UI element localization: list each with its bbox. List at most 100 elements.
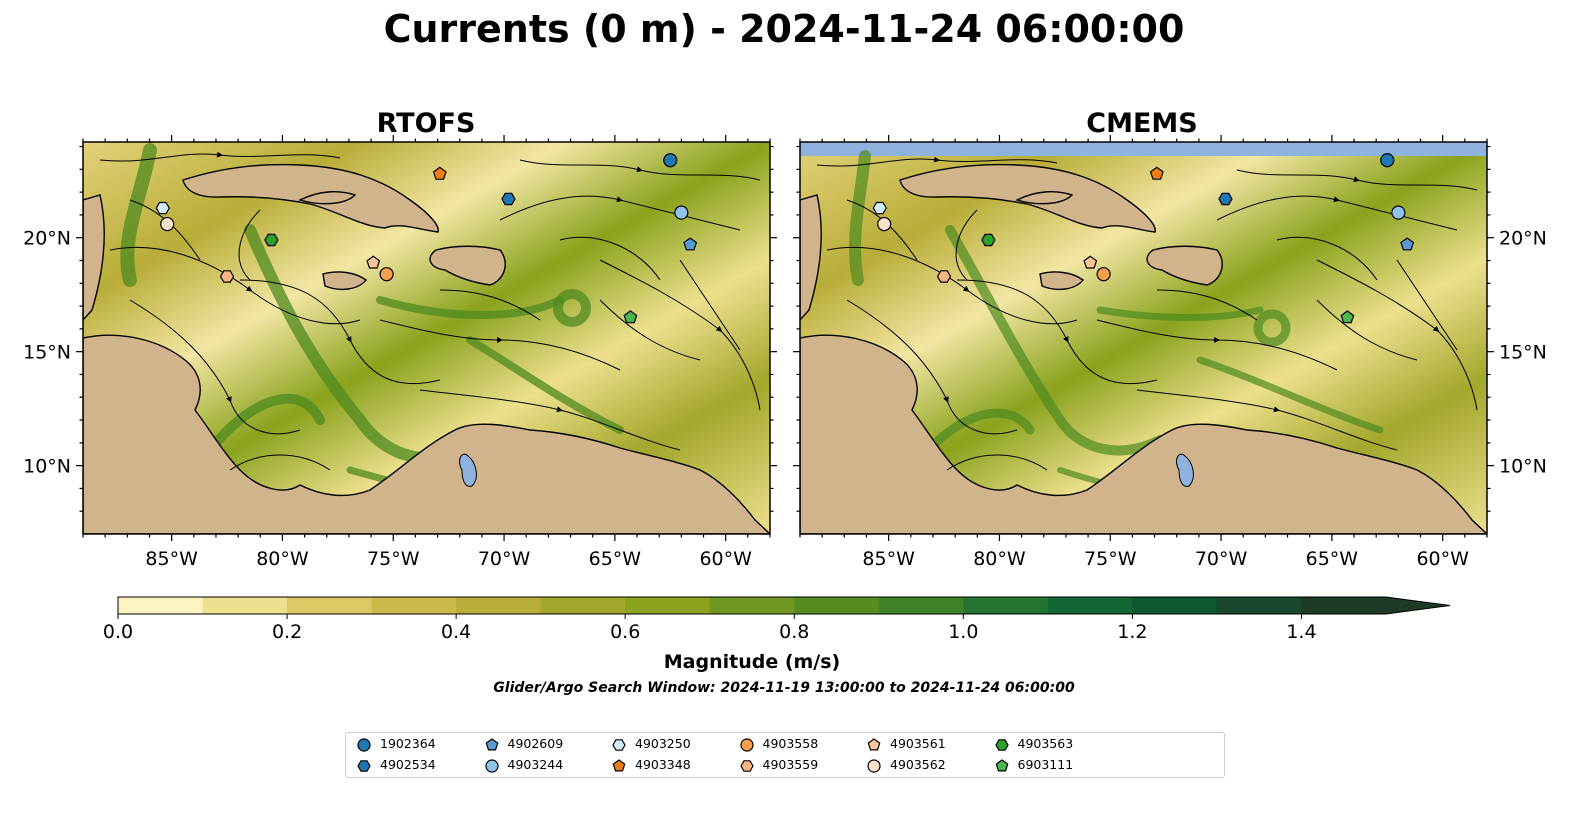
legend-label: 4903559 xyxy=(762,757,819,772)
legend-label: 4903561 xyxy=(890,736,946,751)
lon-tick-label: 85°W xyxy=(145,548,198,570)
float-marker-4903561 xyxy=(1083,255,1098,269)
colorbar-label: Magnitude (m/s) xyxy=(664,651,841,673)
lon-tick-label: 65°W xyxy=(1306,548,1359,570)
lake-maracaibo xyxy=(1176,453,1194,487)
streamlines xyxy=(99,151,761,471)
colorbar: 0.0 0.2 0.4 0.6 0.8 1.0 1.2 1.4 xyxy=(103,596,1451,643)
lon-tick-label: 70°W xyxy=(1195,548,1248,570)
float-marker-6903111 xyxy=(1340,310,1355,324)
legend-label: 4903348 xyxy=(635,757,691,772)
colorbar-tick-label: 0.2 xyxy=(272,621,302,643)
legend-label: 4902534 xyxy=(380,757,436,772)
lon-tick-label: 75°W xyxy=(367,548,420,570)
map-panel-cmems: CMEMS xyxy=(799,108,1488,535)
float-marker-4903244 xyxy=(1391,205,1406,220)
lat-tick-label: 15°N xyxy=(1499,342,1547,364)
legend-marker xyxy=(357,760,371,772)
legend-marker xyxy=(867,759,881,773)
lon-tick-label: 70°W xyxy=(478,548,531,570)
legend-marker xyxy=(739,738,754,752)
colorbar-segment xyxy=(1301,597,1387,614)
lon-tick-label: 80°W xyxy=(973,548,1026,570)
legend-marker-icon xyxy=(994,739,1009,751)
colorbar-segment xyxy=(287,597,373,614)
legend-label: 6903111 xyxy=(1017,757,1074,772)
float-marker-4902534 xyxy=(501,192,516,206)
lat-tick-label: 10°N xyxy=(1499,456,1547,478)
legend-marker-icon xyxy=(612,739,626,751)
legend-marker xyxy=(612,759,626,772)
colorbar-segment xyxy=(540,597,626,614)
legend-marker-icon xyxy=(485,738,498,751)
float-marker-4903559 xyxy=(219,270,235,283)
float-marker-4902609 xyxy=(1400,237,1415,251)
legend-label: 4903250 xyxy=(635,736,691,751)
panel-title-cmems: CMEMS xyxy=(1086,108,1197,139)
lon-tick-label: 80°W xyxy=(256,548,309,570)
colorbar-segment xyxy=(118,597,204,614)
legend-label: 4902609 xyxy=(507,736,564,751)
legend-marker-icon xyxy=(484,759,499,773)
legend-marker-icon xyxy=(739,760,754,772)
float-marker-4903244 xyxy=(674,205,689,220)
float-marker-4903348 xyxy=(1149,166,1164,180)
colorbar-segment xyxy=(1216,597,1303,614)
colorbar-tick-label: 0.4 xyxy=(441,621,471,643)
float-marker-1902364 xyxy=(663,153,678,168)
float-marker-4903558 xyxy=(1096,267,1111,282)
float-marker-4902534 xyxy=(1218,192,1233,206)
legend-marker xyxy=(485,738,498,751)
colorbar-tick-label: 1.2 xyxy=(1117,621,1147,643)
legend-marker xyxy=(995,759,1008,772)
figure-title: Currents (0 m) - 2024-11-24 06:00:00 xyxy=(384,7,1185,51)
colorbar-tick-label: 0.0 xyxy=(103,621,133,643)
legend-marker-icon xyxy=(867,759,881,773)
float-marker-6903111 xyxy=(623,310,638,324)
float-marker-4903562 xyxy=(160,216,175,232)
lon-tick-label: 75°W xyxy=(1084,548,1137,570)
legend-label: 4903244 xyxy=(507,757,564,772)
colorbar-segment xyxy=(1047,597,1133,614)
colorbar-segment xyxy=(794,597,880,614)
legend-marker-icon xyxy=(612,759,626,772)
search-window-text: Glider/Argo Search Window: 2024-11-19 13… xyxy=(493,680,1075,696)
float-marker-1902364 xyxy=(1380,153,1395,168)
legend-marker-icon xyxy=(995,759,1008,772)
colorbar-segment xyxy=(371,597,457,614)
colorbar-segment xyxy=(1132,597,1218,614)
colorbar-segment xyxy=(625,597,711,614)
legend-marker xyxy=(484,759,499,773)
legend-label: 4903563 xyxy=(1017,736,1074,751)
float-marker-4903250 xyxy=(155,201,170,215)
lat-tick-label: 20°N xyxy=(1499,228,1547,250)
lon-tick-label: 85°W xyxy=(862,548,915,570)
colorbar-tick-label: 0.6 xyxy=(610,621,640,643)
legend-marker xyxy=(612,739,626,751)
lon-tick-label: 60°W xyxy=(1416,548,1469,570)
legend-marker xyxy=(994,739,1009,751)
lat-tick-label: 10°N xyxy=(23,456,71,478)
lake-maracaibo xyxy=(459,453,477,487)
float-marker-4903348 xyxy=(432,166,447,180)
float-marker-4903563 xyxy=(264,233,279,247)
legend-marker-icon xyxy=(357,760,371,772)
colorbar-segment xyxy=(456,597,542,614)
colorbar-segment xyxy=(202,597,288,614)
float-marker-4903250 xyxy=(872,201,887,215)
legend-label: 4903562 xyxy=(890,757,946,772)
float-marker-4903558 xyxy=(379,267,394,282)
lon-tick-label: 65°W xyxy=(589,548,642,570)
lat-tick-label: 15°N xyxy=(23,342,71,364)
map-frame-cmems xyxy=(799,141,1488,535)
float-marker-4903561 xyxy=(366,255,381,269)
panel-title-rtofs: RTOFS xyxy=(377,108,476,139)
colorbar-tick-label: 1.4 xyxy=(1286,621,1316,643)
legend-marker xyxy=(357,738,371,752)
map-frame-rtofs xyxy=(82,141,771,535)
colorbar-segment xyxy=(963,597,1049,614)
legend-marker xyxy=(739,760,754,772)
legend-marker-icon xyxy=(867,738,881,751)
colorbar-outline xyxy=(117,596,1451,615)
colorbar-tick-label: 0.8 xyxy=(779,621,809,643)
